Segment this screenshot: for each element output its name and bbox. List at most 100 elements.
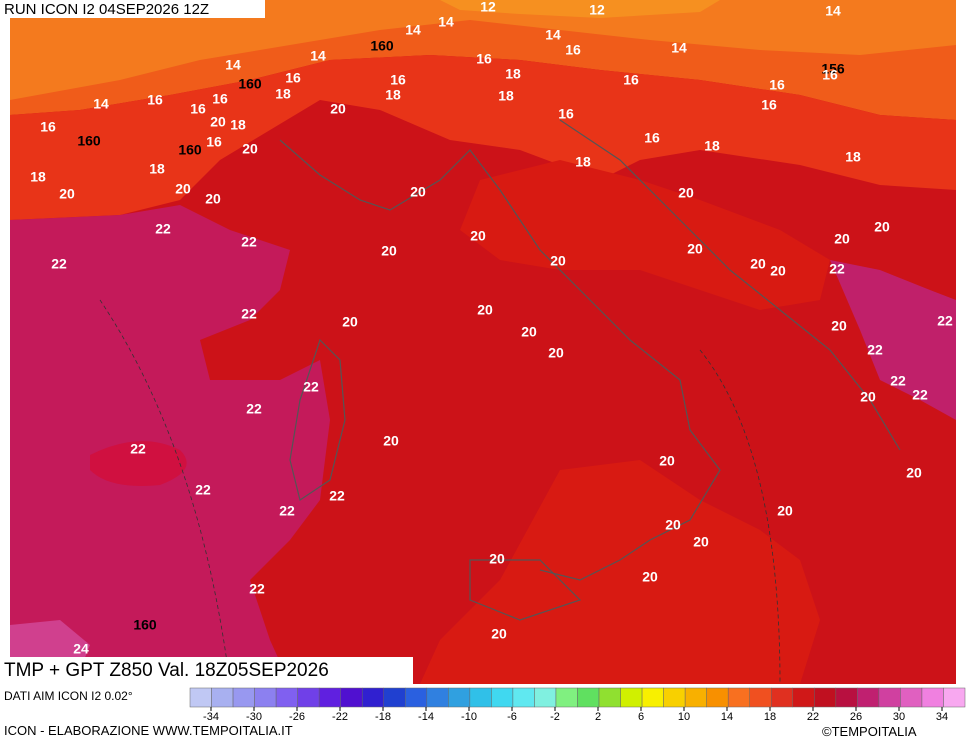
- contour-label: 20: [342, 314, 358, 330]
- contour-label: 14: [225, 57, 241, 73]
- contour-label: 22: [912, 387, 928, 403]
- colorbar-swatch: [663, 687, 686, 708]
- colorbar-swatch: [361, 687, 385, 708]
- colorbar-swatch: [771, 687, 794, 708]
- contour-label: 22: [246, 401, 262, 417]
- contour-label: 20: [381, 243, 397, 259]
- contour-label: 14: [438, 14, 454, 30]
- title-box: [0, 657, 413, 684]
- credit-label: ICON - ELABORAZIONE WWW.TEMPOITALIA.IT: [4, 723, 293, 738]
- source-label: DATI AIM ICON I2 0.02°: [4, 689, 133, 703]
- contour-label: 22: [249, 581, 265, 597]
- contour-label: 20: [205, 191, 221, 207]
- contour-label: 16: [390, 72, 406, 88]
- contour-label: 14: [545, 27, 561, 43]
- contour-label: 16: [147, 92, 163, 108]
- contour-label: 18: [230, 117, 246, 133]
- contour-label: 12: [480, 0, 496, 15]
- colorbar-swatch: [318, 687, 341, 708]
- colorbar-tick-label: 6: [638, 711, 644, 723]
- contour-label: 20: [750, 256, 766, 272]
- colorbar-swatch: [857, 687, 880, 708]
- contour-label: 16: [565, 42, 581, 58]
- contour-label: 18: [845, 149, 861, 165]
- contour-label: 20: [831, 318, 847, 334]
- colorbar-swatch: [383, 687, 406, 708]
- colorbar-swatch: [727, 687, 750, 708]
- contour-label: 16: [190, 101, 206, 117]
- geopotential-label: 160: [77, 133, 101, 149]
- contour-label: 22: [241, 234, 257, 250]
- contour-label: 20: [383, 433, 399, 449]
- colorbar-swatch: [835, 687, 858, 708]
- contour-label: 16: [212, 91, 228, 107]
- zone-20a: [460, 160, 830, 310]
- colorbar-swatch: [577, 687, 600, 708]
- contour-label: 16: [40, 119, 56, 135]
- product-title: TMP + GPT Z850 Val. 18Z05SEP2026: [4, 660, 329, 681]
- contour-label: 22: [130, 441, 146, 457]
- colorbar-tick-label: -34: [203, 711, 219, 723]
- contour-label: 20: [489, 551, 505, 567]
- colorbar-swatch: [921, 687, 944, 708]
- contour-label: 18: [149, 161, 165, 177]
- contour-label: 20: [659, 453, 675, 469]
- run-label: RUN ICON I2 04SEP2026 12Z: [4, 1, 209, 18]
- colorbar-tick-label: -6: [507, 711, 517, 723]
- colorbar-swatch: [340, 687, 363, 708]
- copyright-label: ©TEMPOITALIA: [822, 724, 917, 739]
- coastlines: [279, 119, 901, 621]
- contour-label: 18: [575, 154, 591, 170]
- colorbar-swatch: [189, 687, 212, 708]
- contour-label: 20: [470, 228, 486, 244]
- contour-label: 20: [678, 185, 694, 201]
- colorbar-swatch: [620, 687, 643, 708]
- contour-label: 20: [693, 534, 709, 550]
- contour-label: 20: [860, 389, 876, 405]
- zone-22-east: [830, 260, 956, 420]
- contour-label: 20: [770, 263, 786, 279]
- colorbar: -34 -30 -26 -22 -18 -14 -10 -6 -2 2 6 10 14 18 22 26 30 3…: [189, 687, 966, 723]
- contour-label: 22: [867, 342, 883, 358]
- contour-label: 20: [548, 345, 564, 361]
- contour-label: 20: [834, 231, 850, 247]
- contour-label: 22: [51, 256, 67, 272]
- colorbar-swatch: [469, 687, 492, 708]
- contour-label: 20: [906, 465, 922, 481]
- colorbar-tick-label: 10: [678, 711, 690, 723]
- colorbar-swatch: [684, 687, 707, 708]
- colorbar-tick-label: -30: [246, 711, 262, 723]
- coastline: [559, 119, 901, 451]
- colorbar-swatch: [706, 687, 729, 708]
- zone-22-island: [90, 441, 187, 486]
- contour-label: 22: [937, 313, 953, 329]
- isohypse: [99, 299, 231, 685]
- contour-label: 14: [825, 3, 841, 19]
- colorbar-tick-label: -26: [289, 711, 305, 723]
- contour-label: 18: [275, 86, 291, 102]
- coastline: [469, 559, 582, 621]
- colorbar-swatch: [254, 687, 277, 708]
- zone-14: [10, 0, 956, 100]
- colorbar-swatch: [534, 687, 557, 708]
- contour-label: 14: [93, 96, 109, 112]
- contour-label: 16: [822, 67, 838, 83]
- colorbar-tick-label: -10: [461, 711, 477, 723]
- contour-label: 14: [310, 48, 326, 64]
- colorbar-tick-label: 2: [595, 711, 601, 723]
- contour-label: 18: [30, 169, 46, 185]
- geopotential-label: 160: [238, 76, 262, 92]
- contour-label: 20: [410, 184, 426, 200]
- geopotential-label: 156: [821, 61, 845, 77]
- contour-label: 20: [777, 503, 793, 519]
- contour-label: 22: [195, 482, 211, 498]
- contour-label: 14: [405, 22, 421, 38]
- contour-label: 18: [704, 138, 720, 154]
- contour-label: 22: [329, 488, 345, 504]
- contour-label: 20: [665, 517, 681, 533]
- contour-label: 22: [890, 373, 906, 389]
- colorbar-swatch: [555, 687, 578, 708]
- contour-label: 16: [285, 70, 301, 86]
- colorbar-tick-label: -22: [332, 711, 348, 723]
